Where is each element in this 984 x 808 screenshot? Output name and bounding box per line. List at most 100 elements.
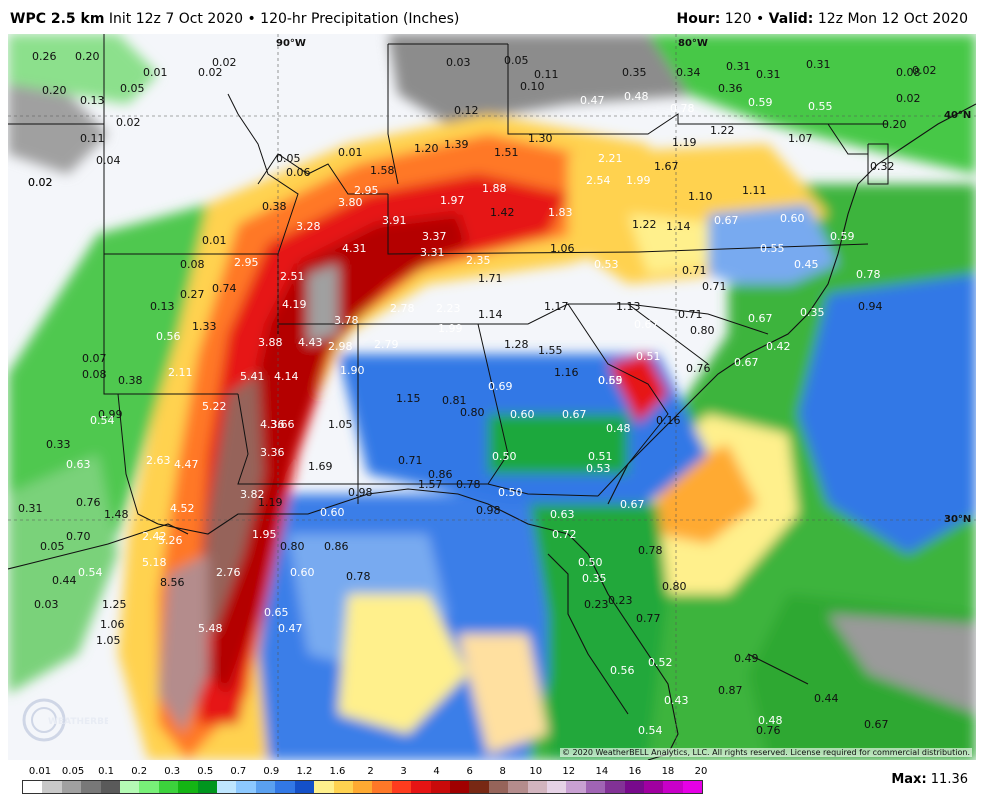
- precip-value-label: 0.70: [66, 530, 91, 543]
- precip-value-label: 0.80: [280, 540, 305, 553]
- precip-value-label: 0.44: [52, 574, 77, 587]
- legend-swatch: [352, 781, 373, 793]
- precip-value-label: 2.95: [234, 256, 259, 269]
- model-name: WPC 2.5 km: [10, 11, 105, 27]
- precip-value-label: 0.08: [896, 66, 921, 79]
- precip-value-label: 0.34: [676, 66, 701, 79]
- weatherbell-logo: WEATHERBELL: [22, 694, 108, 748]
- legend-swatch: [644, 781, 664, 793]
- legend-swatch: [294, 781, 315, 793]
- precip-value-label: 2.98: [328, 340, 353, 353]
- precip-value-label: 0.60: [510, 408, 535, 421]
- legend-swatch: [488, 781, 509, 793]
- precip-value-label: 1.97: [440, 194, 465, 207]
- precip-value-label: 0.23: [584, 598, 609, 611]
- precip-value-label: 5.22: [202, 400, 227, 413]
- precip-value-label: 1.51: [494, 146, 519, 159]
- precip-value-label: 3.78: [334, 314, 359, 327]
- precip-value-label: 0.20: [75, 50, 100, 63]
- precip-value-label: 2.21: [598, 152, 623, 165]
- precip-value-label: 0.74: [212, 282, 237, 295]
- legend-swatch: [469, 781, 489, 793]
- precip-value-label: 1.30: [528, 132, 553, 145]
- legend-swatch: [255, 781, 276, 793]
- precip-value-label: 0.44: [814, 692, 839, 705]
- legend-tick-label: 3: [400, 766, 407, 777]
- precip-value-label: 0.35: [622, 66, 647, 79]
- precip-value-label: 2.51: [280, 270, 305, 283]
- precip-value-label: 0.67: [620, 498, 645, 511]
- precip-value-label: 4.36: [260, 418, 285, 431]
- precip-value-label: 0.20: [42, 84, 67, 97]
- precip-value-label: 0.38: [262, 200, 287, 213]
- precip-value-label: 1.19: [258, 496, 283, 509]
- precip-value-label: 0.81: [442, 394, 467, 407]
- precip-value-label: 2.78: [390, 302, 415, 315]
- graticule: [8, 34, 976, 760]
- precip-value-label: 0.78: [856, 268, 881, 281]
- precip-value-label: 0.13: [150, 300, 175, 313]
- precip-value-label: 0.47: [580, 94, 605, 107]
- precip-value-label: 0.03: [446, 56, 471, 69]
- precip-value-label: 0.71: [702, 280, 727, 293]
- valid-value: 12z Mon 12 Oct 2020: [817, 11, 968, 27]
- precip-value-label: 0.51: [588, 450, 613, 463]
- max-label: Max:: [891, 772, 927, 787]
- precip-value-label: 0.43: [664, 694, 689, 707]
- precip-value-label: 0.32: [870, 160, 895, 173]
- precip-value-label: 1.10: [688, 190, 713, 203]
- precip-value-label: 0.69: [598, 374, 623, 387]
- product-name: 120-hr Precipitation (Inches): [260, 11, 460, 27]
- legend-swatch: [197, 781, 218, 793]
- precip-value-label: 0.06: [286, 166, 311, 179]
- legend-swatch: [120, 781, 140, 793]
- title-right: Hour: 120 • Valid: 12z Mon 12 Oct 2020: [677, 11, 969, 27]
- precip-value-label: 5.48: [198, 622, 223, 635]
- precip-value-label: 3.37: [422, 230, 447, 243]
- precip-value-label: 0.67: [634, 318, 659, 331]
- precip-value-label: 3.31: [420, 246, 445, 259]
- precip-value-label: 0.07: [82, 352, 107, 365]
- precip-value-label: 0.54: [78, 566, 103, 579]
- legend-swatch: [275, 781, 295, 793]
- precip-value-label: 0.63: [550, 508, 575, 521]
- legend-swatch: [333, 781, 353, 793]
- legend-tick-label: 0.5: [197, 766, 214, 777]
- precip-value-label: 4.31: [342, 242, 367, 255]
- precip-value-label: 0.49: [734, 652, 759, 665]
- legend-swatch: [449, 781, 470, 793]
- precip-value-label: 3.36: [260, 446, 285, 459]
- precip-value-label: 1.28: [504, 338, 529, 351]
- max-value: 11.36: [930, 772, 968, 787]
- legend-swatch: [217, 781, 237, 793]
- precip-value-label: 2.95: [354, 184, 379, 197]
- precip-value-label: 0.01: [143, 66, 168, 79]
- legend-swatch: [508, 781, 528, 793]
- precip-value-label: 1.14: [478, 308, 503, 321]
- precip-value-label: 4.19: [282, 298, 307, 311]
- precip-value-label: 0.71: [678, 308, 703, 321]
- precip-value-label: 1.13: [616, 300, 641, 313]
- legend-tick-label: 4: [433, 766, 440, 777]
- legend-tick-label: 0.2: [131, 766, 148, 777]
- legend-swatch: [605, 781, 625, 793]
- title-separator: •: [247, 11, 256, 27]
- lon-80-label: 80°W: [678, 38, 708, 49]
- legend-swatch: [314, 781, 334, 793]
- precip-value-label: 0.04: [96, 154, 121, 167]
- lon-90-label: 90°W: [276, 38, 306, 49]
- precip-value-label: 1.06: [100, 618, 125, 631]
- precip-value-label: 3.91: [382, 214, 407, 227]
- legend-color-bar: [22, 780, 703, 794]
- precip-value-label: 0.98: [476, 504, 501, 517]
- legend-tick-label: 6: [466, 766, 473, 777]
- precip-value-label: 1.99: [626, 174, 651, 187]
- precip-value-label: 0.67: [714, 214, 739, 227]
- precip-value-label: 1.20: [414, 142, 439, 155]
- precip-value-label: 0.78: [670, 102, 695, 115]
- legend-tick-label: 12: [562, 766, 576, 777]
- lat-30-label: 30°N: [944, 514, 972, 525]
- precip-value-label: 0.31: [726, 60, 751, 73]
- precip-value-label: 4.14: [274, 370, 299, 383]
- max-readout: Max: 11.36: [891, 772, 968, 787]
